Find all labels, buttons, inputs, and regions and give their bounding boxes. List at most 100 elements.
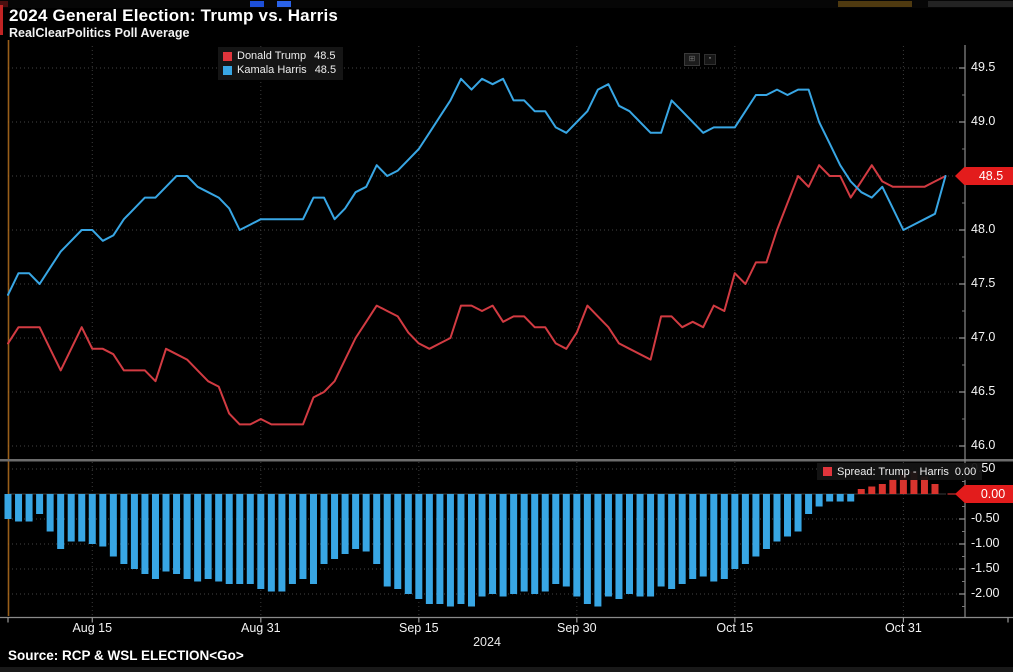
y-tick-main-47.5: 47.5 [971,276,996,290]
spread-bar [331,494,339,559]
last-value-badge-main: 48.5 [955,167,1013,185]
chrome-segment-blue2 [277,1,291,7]
spread-bar [288,494,296,584]
spread-bar [173,494,181,574]
spread-bar [636,494,644,597]
spread-bar [78,494,86,542]
panel-expand-icon[interactable]: ⊞ [684,53,700,66]
window-chrome-strip [0,0,1013,8]
y-tick-main-46.0: 46.0 [971,438,996,452]
y-tick-main-49.5: 49.5 [971,60,996,74]
page-subtitle: RealClearPolitics Poll Average [9,26,190,40]
spread-bar [162,494,170,572]
spread-bar [878,484,886,494]
spread-bar [36,494,44,514]
spread-bar [562,494,570,587]
harris-legend-label: Kamala Harris [237,64,307,76]
spread-bar [362,494,370,552]
spread-bar [194,494,202,582]
last-value-badge-spread: 0.00 [955,485,1013,503]
spread-bar [109,494,117,557]
chrome-segment-amber [838,1,912,7]
chrome-segment-blue1 [250,1,264,7]
x-tick-aug-31: Aug 31 [241,621,281,635]
spread-bar [626,494,634,594]
spread-bar [689,494,697,579]
spread-bar [141,494,149,574]
spread-bars [4,471,939,607]
spread-bar [773,494,781,542]
spread-bar [267,494,275,592]
spread-bar [647,494,655,597]
legend-row-trump: Donald Trump 48.5 [223,49,336,63]
chrome-segment-red [0,1,8,7]
spread-bar [815,494,823,507]
trump-legend-label: Donald Trump [237,50,307,62]
spread-bar [847,494,855,502]
x-tick-sep-15: Sep 15 [399,621,439,635]
spread-bar [594,494,602,607]
spread-bar [257,494,265,589]
chrome-segment-gray [928,1,1013,7]
spread-bar [394,494,402,589]
spread-bar [383,494,391,587]
bottom-chrome-strip [0,667,1013,672]
spread-bar [889,479,897,494]
spread-bar [857,489,865,494]
source-note: Source: RCP & WSL ELECTION<Go> [8,648,244,663]
y-tick-spread--2.00: -2.00 [971,586,1000,600]
spread-bar [615,494,623,599]
spread-bar [836,494,844,502]
spread-current-dash [947,493,956,495]
spread-bar [467,494,475,607]
spread-bar [204,494,212,579]
spread-bar [784,494,792,537]
chart-toolbar: ⊞ ▪ [684,53,720,66]
spread-bar [46,494,54,532]
x-tick-oct-31: Oct 31 [884,621,922,635]
spread-bar [762,494,770,549]
spread-bar [425,494,433,604]
spread-bar [215,494,223,582]
spread-bar [120,494,128,564]
spread-bar [520,494,528,592]
spread-bar [25,494,33,522]
panel-separator [0,459,1013,462]
harris-swatch-icon [223,65,232,75]
trump-swatch-icon [223,51,232,61]
spread-legend-value: 0.00 [954,465,977,478]
spread-bar [246,494,254,584]
title-accent-bar [0,5,3,35]
spread-bar [457,494,465,604]
spread-legend: Spread: Trump - Harris 0.00 [817,463,983,480]
spread-bar [731,494,739,569]
spread-bar [320,494,328,564]
spread-bar [657,494,665,587]
spread-bar [552,494,560,584]
spread-bar [794,494,802,532]
y-tick-spread--1.00: -1.00 [971,536,1000,550]
spread-bar [4,494,12,519]
spread-bar [720,494,728,579]
y-tick-main-47.0: 47.0 [971,330,996,344]
y-tick-spread--1.50: -1.50 [971,561,1000,575]
spread-bar [341,494,349,554]
panel-menu-icon[interactable]: ▪ [704,54,716,65]
gridlines [8,46,965,616]
spread-bar [436,494,444,604]
trump-legend-value: 48.5 [314,50,336,62]
spread-bar [183,494,191,579]
x-tick-aug-15: Aug 15 [72,621,113,635]
spread-bar [88,494,96,544]
spread-bar [15,494,23,522]
spread-bar [920,476,928,494]
legend-row-harris: Kamala Harris 48.5 [223,63,336,77]
spread-bar [489,494,497,594]
spread-bar [67,494,75,542]
spread-swatch-icon [823,467,832,476]
spread-bar [899,474,907,494]
spread-bar [478,494,486,597]
spread-bar [151,494,159,579]
